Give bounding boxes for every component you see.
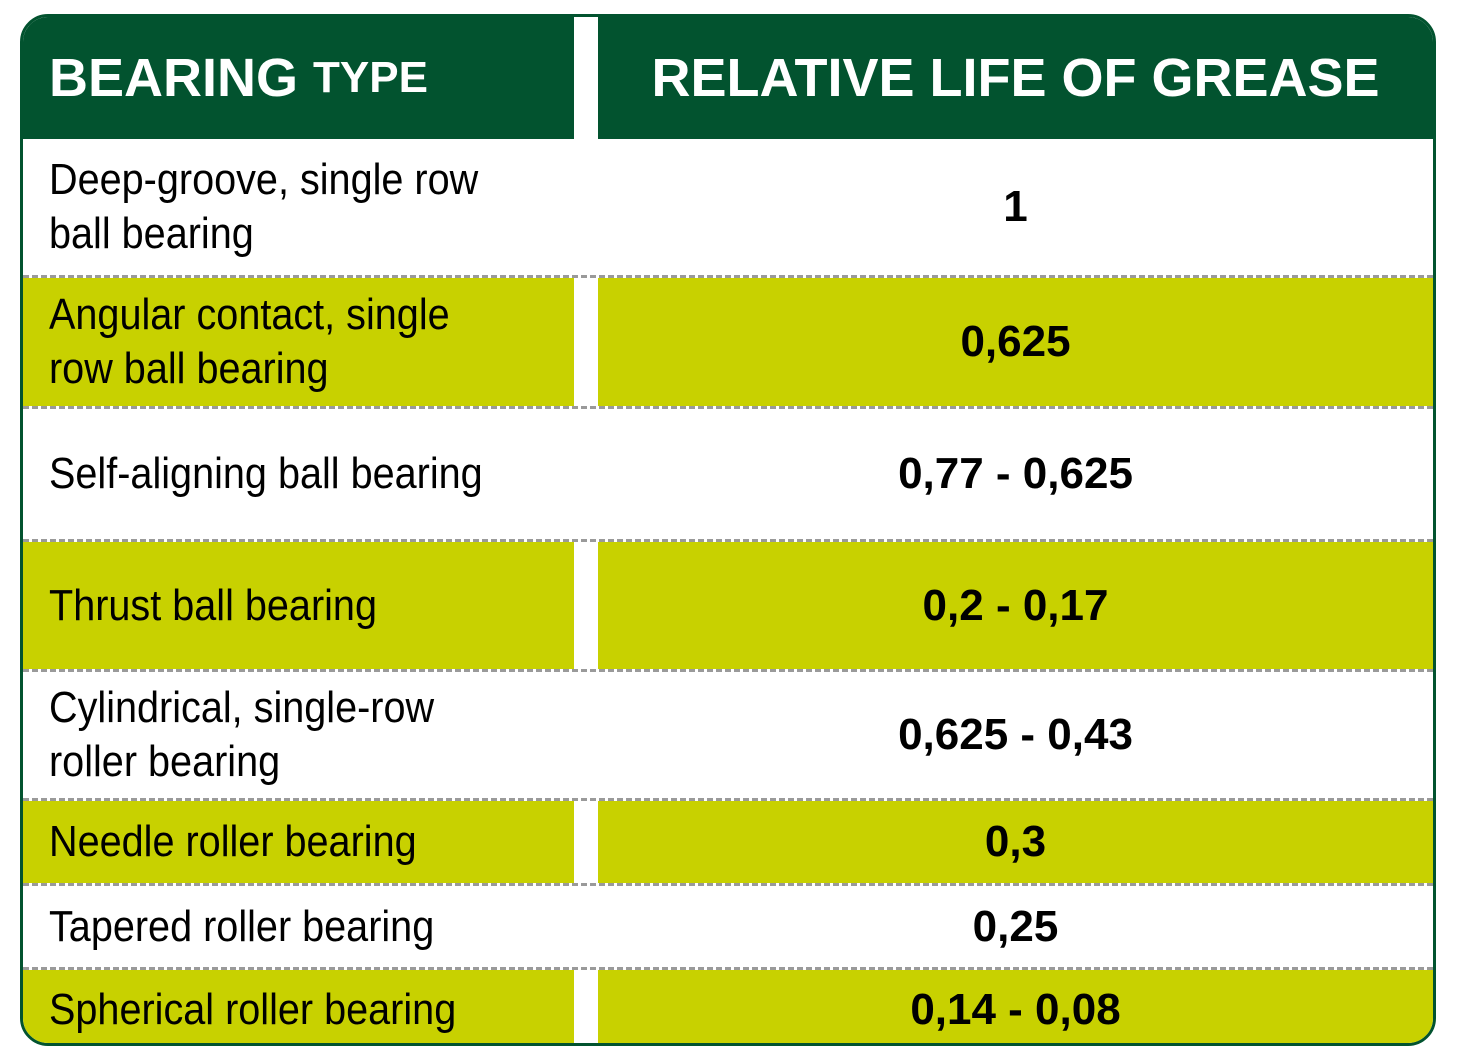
relative-life-cell: 1 bbox=[598, 139, 1433, 275]
bearing-type-cell: Self-aligning ball bearing bbox=[23, 409, 574, 539]
header-relative-life: RELATIVE LIFE OF GREASE bbox=[598, 17, 1433, 139]
table-row: Angular contact, single row ball bearing… bbox=[23, 278, 1433, 406]
relative-life-cell: 0,14 - 0,08 bbox=[598, 970, 1433, 1043]
row-divider bbox=[23, 967, 1433, 970]
relative-life-value: 0,3 bbox=[984, 817, 1047, 866]
relative-life-cell: 0,2 - 0,17 bbox=[598, 542, 1433, 669]
relative-life-value: 1 bbox=[1003, 182, 1028, 231]
table-header: BEARING TYPE RELATIVE LIFE OF GREASE bbox=[23, 17, 1433, 139]
bearing-type-cell: Cylindrical, single-row roller bearing bbox=[23, 672, 574, 798]
bearing-type-cell: Deep-groove, single row ball bearing bbox=[23, 139, 574, 275]
row-divider bbox=[23, 883, 1433, 886]
relative-life-value: 0,625 bbox=[960, 317, 1071, 366]
row-divider bbox=[23, 539, 1433, 542]
row-divider bbox=[23, 275, 1433, 278]
bearing-type-cell: Needle roller bearing bbox=[23, 801, 574, 883]
bearing-type-text: Deep-groove, single row ball bearing bbox=[49, 155, 479, 258]
row-divider bbox=[23, 669, 1433, 672]
relative-life-cell: 0,625 bbox=[598, 278, 1433, 406]
relative-life-cell: 0,77 - 0,625 bbox=[598, 409, 1433, 539]
bearing-type-text: Cylindrical, single-row roller bearing bbox=[49, 683, 435, 786]
table-row: Spherical roller bearing 0,14 - 0,08 bbox=[23, 970, 1433, 1043]
row-divider bbox=[23, 406, 1433, 409]
bearing-type-cell: Angular contact, single row ball bearing bbox=[23, 278, 574, 406]
row-divider bbox=[23, 798, 1433, 801]
relative-life-value: 0,77 - 0,625 bbox=[898, 449, 1133, 498]
bearing-type-text: Spherical roller bearing bbox=[49, 984, 457, 1034]
table-row: Thrust ball bearing 0,2 - 0,17 bbox=[23, 542, 1433, 669]
bearing-type-text: Angular contact, single row ball bearing bbox=[49, 290, 450, 393]
relative-life-value: 0,25 bbox=[972, 901, 1059, 951]
bearing-type-cell: Tapered roller bearing bbox=[23, 886, 574, 967]
bearing-type-text: Tapered roller bearing bbox=[49, 901, 435, 951]
relative-life-cell: 0,25 bbox=[598, 886, 1433, 967]
bearing-type-text: Self-aligning ball bearing bbox=[49, 449, 483, 498]
relative-life-cell: 0,3 bbox=[598, 801, 1433, 883]
table-row: Self-aligning ball bearing 0,77 - 0,625 bbox=[23, 409, 1433, 539]
relative-life-value: 0,14 - 0,08 bbox=[910, 984, 1121, 1034]
header-bearing-type-main: BEARING bbox=[49, 48, 299, 108]
table-row: Tapered roller bearing 0,25 bbox=[23, 886, 1433, 967]
table-row: Needle roller bearing 0,3 bbox=[23, 801, 1433, 883]
bearing-type-cell: Spherical roller bearing bbox=[23, 970, 574, 1043]
relative-life-cell: 0,625 - 0,43 bbox=[598, 672, 1433, 798]
bearing-type-cell: Thrust ball bearing bbox=[23, 542, 574, 669]
relative-life-value: 0,2 - 0,17 bbox=[922, 580, 1109, 630]
table-row: Cylindrical, single-row roller bearing 0… bbox=[23, 672, 1433, 798]
header-relative-life-label: RELATIVE LIFE OF GREASE bbox=[651, 48, 1380, 108]
column-gap bbox=[574, 17, 598, 1043]
bearing-type-text: Thrust ball bearing bbox=[49, 580, 377, 630]
grease-life-table: BEARING TYPE RELATIVE LIFE OF GREASE Dee… bbox=[20, 14, 1436, 1046]
header-bearing-type-small: TYPE bbox=[313, 53, 428, 102]
relative-life-value: 0,625 - 0,43 bbox=[898, 710, 1133, 759]
bearing-type-text: Needle roller bearing bbox=[49, 817, 417, 866]
table-row: Deep-groove, single row ball bearing 1 bbox=[23, 139, 1433, 275]
header-bearing-type: BEARING TYPE bbox=[23, 17, 574, 139]
